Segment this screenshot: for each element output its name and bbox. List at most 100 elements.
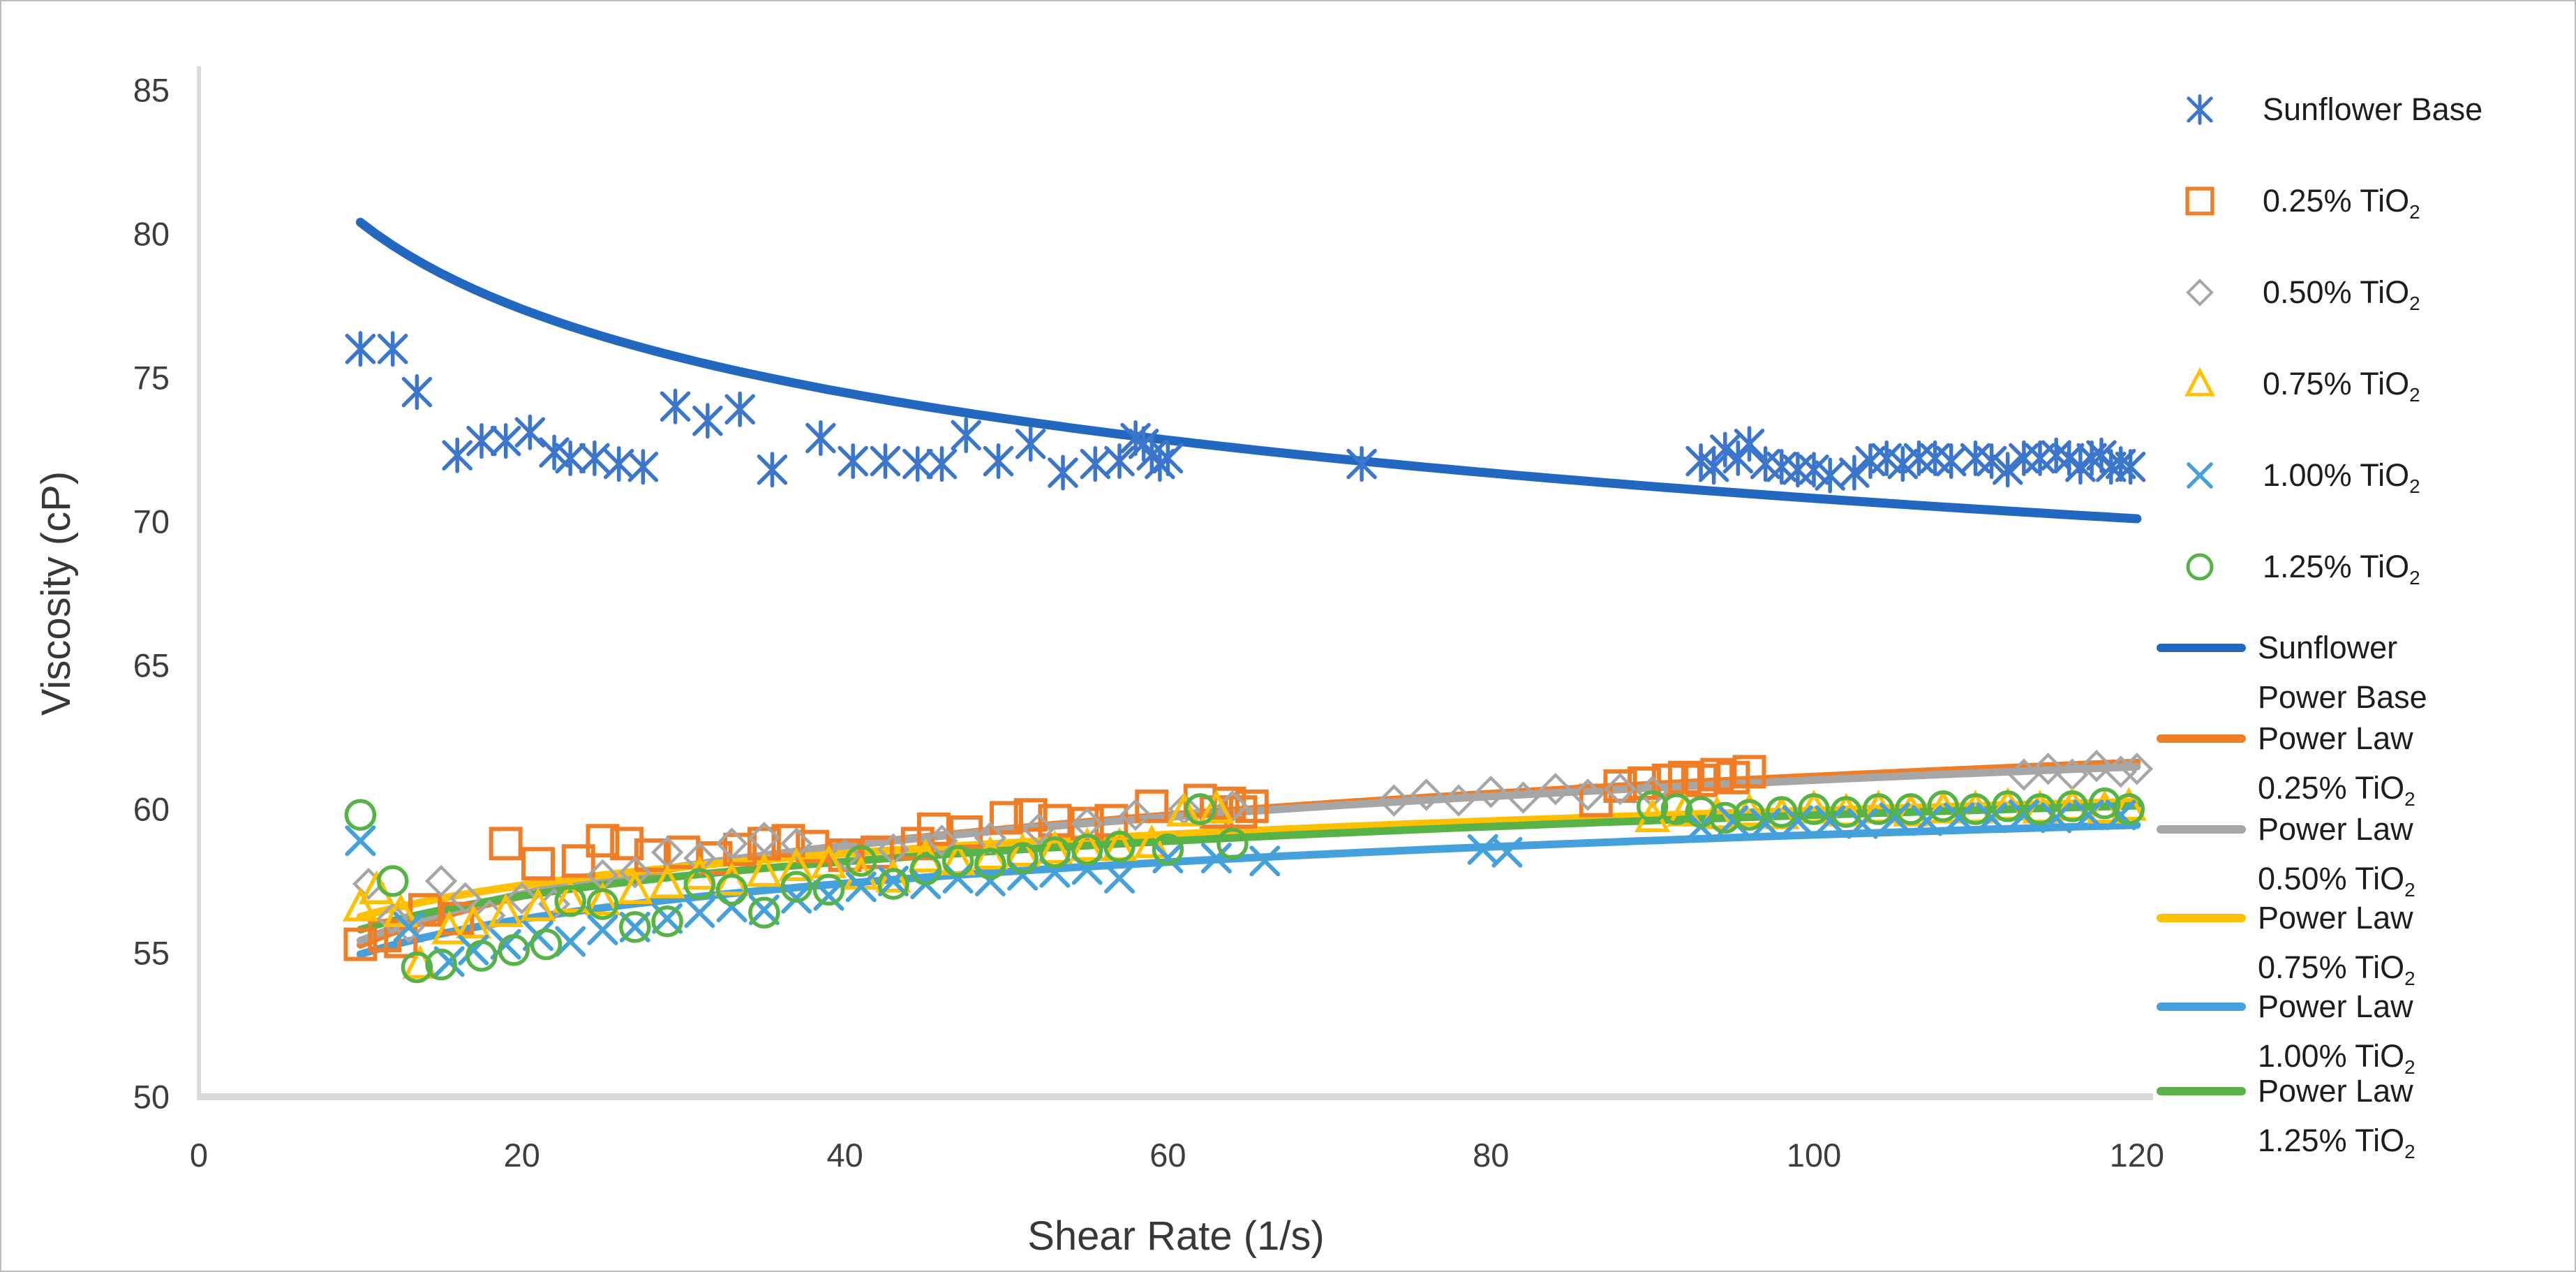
legend-label-text: 0.75% TiO: [2263, 366, 2410, 401]
data-point: [1603, 769, 1637, 803]
data-point: [345, 331, 376, 367]
legend-label-subscript: 2: [2404, 1141, 2415, 1162]
data-point: [2113, 793, 2145, 825]
y-tick-label: 65: [133, 647, 170, 684]
x-tick-label: 40: [826, 1137, 863, 1174]
legend-item-powerlaw-2: Power Law 0.50% TiO2: [2157, 804, 2415, 903]
data-point: [488, 893, 524, 927]
data-point: [771, 824, 805, 858]
data-point: [345, 825, 376, 857]
data-point: [1959, 793, 1992, 825]
data-point: [2120, 753, 2154, 785]
data-point: [1636, 790, 1669, 822]
data-point: [983, 443, 1014, 480]
legend-item-0-25-tio2: 0.25% TiO2: [2177, 179, 2420, 223]
data-point: [1815, 805, 1846, 836]
data-point: [424, 864, 458, 898]
data-point: [683, 868, 716, 900]
legend-item-0-50-tio2: 0.50% TiO2: [2177, 270, 2420, 315]
legend-label-row1: Sunflower: [2258, 630, 2398, 665]
data-point: [455, 904, 491, 939]
legend-item-0-75-tio2: 0.75% TiO2: [2177, 362, 2420, 406]
data-point: [521, 847, 555, 881]
data-point: [1716, 760, 1750, 794]
y-tick-label: 80: [133, 216, 170, 253]
circle-marker-icon: [2186, 553, 2214, 581]
data-point: [1839, 454, 1870, 491]
x-tick-label: 60: [1149, 1137, 1186, 1174]
legend-label-subscript: 2: [2409, 201, 2420, 223]
data-point: [555, 926, 586, 957]
data-point: [1750, 808, 1781, 839]
legend-label-row2: 1.00% TiO2: [2258, 1031, 2415, 1081]
data-point: [490, 423, 521, 459]
legend-label: Power Law 1.00% TiO2: [2258, 982, 2415, 1081]
data-point: [1667, 760, 1702, 794]
data-point: [990, 801, 1023, 835]
legend-label-text: 1.00% TiO: [2263, 457, 2410, 493]
data-point: [552, 878, 588, 913]
data-point: [1166, 792, 1203, 827]
data-point: [1038, 804, 1072, 838]
legend-label-text: 0.75% TiO: [2258, 949, 2405, 985]
line-sample-icon: [2157, 734, 2246, 743]
data-point: [2088, 787, 2121, 820]
data-point: [723, 832, 757, 866]
legend-label-text: 0.50% TiO: [2263, 274, 2410, 310]
data-point: [1036, 829, 1073, 864]
data-point: [627, 449, 659, 485]
data-point: [1467, 834, 1498, 865]
data-point: [2104, 755, 2137, 788]
data-point: [684, 897, 715, 929]
data-point: [466, 423, 497, 459]
legend-item-1-25-tio2: 1.25% TiO2: [2177, 545, 2420, 589]
data-point: [514, 414, 546, 450]
data-point: [1104, 862, 1135, 894]
data-point: [377, 331, 408, 367]
data-point: [586, 824, 620, 858]
data-point: [746, 852, 782, 887]
y-tick-label: 85: [133, 72, 170, 109]
data-point: [433, 946, 465, 977]
legend-label-row2: 1.25% TiO2: [2258, 1116, 2415, 1165]
data-point: [757, 452, 788, 488]
line-sample-icon: [2157, 644, 2246, 652]
data-point: [1895, 793, 1927, 825]
legend-label-subscript: 2: [2409, 475, 2420, 497]
data-point: [870, 443, 901, 480]
data-point: [498, 934, 530, 966]
data-point: [619, 911, 651, 943]
line-sample-icon: [2157, 825, 2246, 834]
data-point: [425, 948, 457, 981]
data-point: [1442, 784, 1475, 817]
legend-label: Sunflower Power Base: [2258, 623, 2427, 722]
legend-label-row2: 0.75% TiO2: [2258, 942, 2415, 992]
data-point: [747, 822, 781, 855]
data-point: [1015, 426, 1046, 462]
y-tick-label: 60: [133, 791, 170, 828]
data-point: [520, 887, 556, 922]
data-point: [951, 417, 981, 453]
data-point: [358, 870, 395, 905]
data-point: [1249, 845, 1281, 877]
y-tick-label: 50: [133, 1079, 170, 1116]
data-point: [586, 888, 619, 920]
data-point: [2024, 793, 2056, 825]
line-sample-icon: [2157, 914, 2246, 922]
data-point: [1410, 778, 1443, 811]
x-marker-icon: [2187, 462, 2213, 489]
legend-label-text: 1.00% TiO: [2258, 1038, 2405, 1074]
legend-label-subscript: 2: [2409, 567, 2420, 589]
legend-label-subscript: 2: [2404, 788, 2415, 810]
data-point: [2110, 786, 2147, 821]
data-point: [2032, 753, 2064, 785]
legend-label: Sunflower Base: [2263, 91, 2482, 128]
data-point: [1346, 446, 1377, 482]
legend-label-subscript: 2: [2404, 968, 2415, 989]
legend-label: 0.75% TiO2: [2263, 366, 2420, 404]
data-point: [1709, 801, 1741, 834]
data-point: [449, 882, 482, 915]
data-point: [505, 882, 538, 915]
legend-label-text: 1.25% TiO: [2258, 1123, 2405, 1158]
